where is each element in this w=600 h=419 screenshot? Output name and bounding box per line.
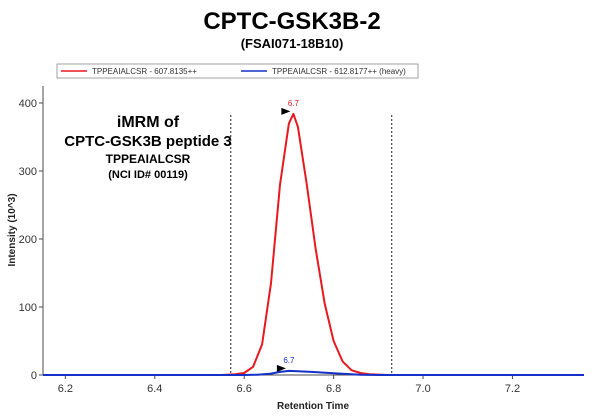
annotation-text: iMRM of CPTC-GSK3B peptide 3 TPPEAIALCSR…	[64, 114, 232, 181]
y-tick-label: 0	[31, 370, 37, 382]
x-tick-label: 6.6	[237, 383, 252, 395]
peak-label: 6.7	[283, 356, 295, 365]
series-line-light	[43, 112, 584, 376]
annotation-line-4: (NCI ID# 00119)	[108, 169, 188, 181]
annotation-line-1: iMRM of	[117, 114, 180, 131]
x-tick-label: 6.8	[326, 383, 341, 395]
annotation-line-2: CPTC-GSK3B peptide 3	[64, 133, 232, 150]
peak-label: 6.7	[288, 99, 300, 108]
x-tick-label: 6.2	[58, 383, 73, 395]
series-line-heavy	[43, 369, 584, 376]
peak-marker-icon	[276, 364, 286, 372]
plot-area: 6.2 6.4 6.6 6.8 7.0 7.2 0 100 200 300 400 6.7 6.7	[19, 86, 584, 395]
x-tick-label: 6.4	[147, 383, 162, 395]
legend: TPPEAIALCSR - 607.8135++ TPPEAIALCSR - 6…	[56, 63, 419, 79]
annotation-line-3: TPPEAIALCSR	[106, 152, 191, 166]
x-ticks: 6.2 6.4 6.6 6.8 7.0 7.2	[58, 375, 520, 395]
x-axis-label: Retention Time	[277, 401, 349, 412]
legend-label-light: TPPEAIALCSR - 607.8135++	[92, 67, 197, 76]
chart-subtitle: (FSAI071-18B10)	[241, 36, 344, 51]
y-ticks: 0 100 200 300 400	[19, 98, 43, 382]
y-tick-label: 100	[19, 302, 37, 314]
series-layer: 6.7 6.7	[43, 99, 584, 376]
y-axis-label: Intensity (10^3)	[7, 193, 18, 266]
y-tick-label: 400	[19, 98, 37, 110]
chart-title: CPTC-GSK3B-2	[203, 8, 380, 35]
x-tick-label: 7.2	[505, 383, 520, 395]
legend-label-heavy: TPPEAIALCSR - 612.8177++ (heavy)	[272, 67, 406, 76]
y-tick-label: 300	[19, 166, 37, 178]
x-tick-label: 7.0	[415, 383, 430, 395]
integration-bounds	[230, 115, 393, 375]
peak-marker-icon	[281, 107, 291, 115]
legend-box	[56, 63, 419, 79]
y-tick-label: 200	[19, 234, 37, 246]
